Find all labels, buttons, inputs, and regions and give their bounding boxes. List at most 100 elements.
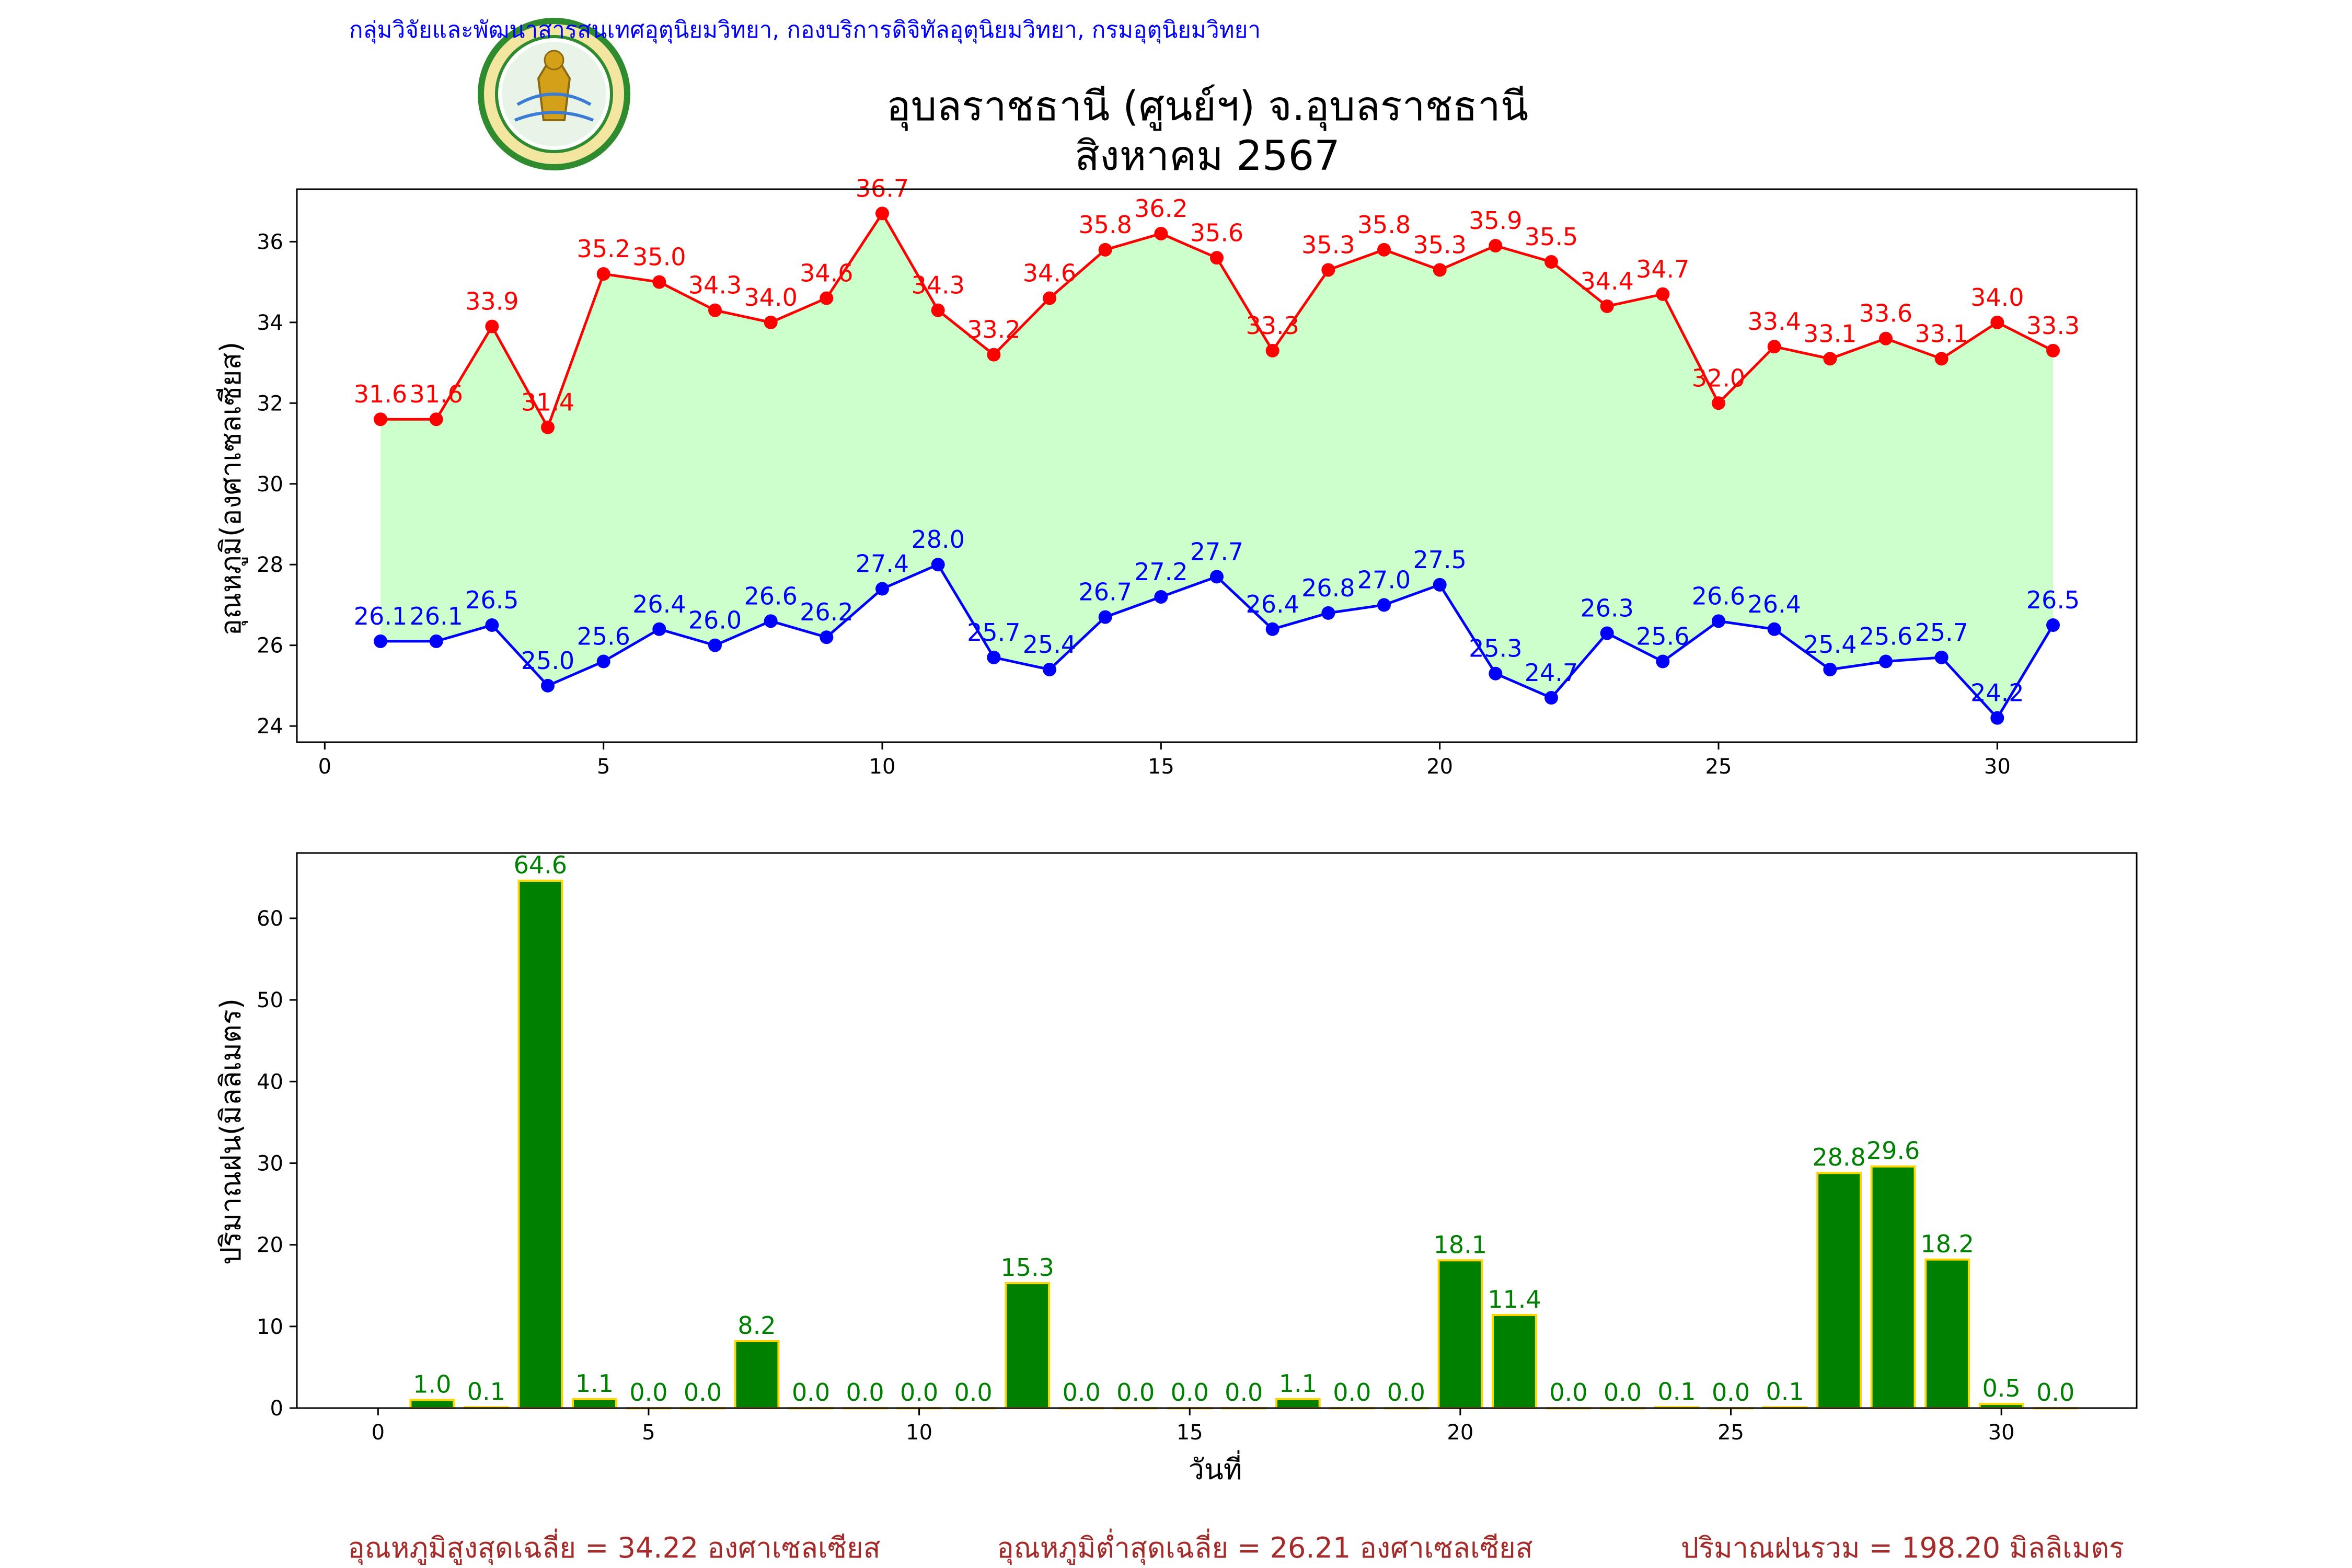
tmax-point bbox=[2046, 344, 2060, 358]
tmin-point bbox=[1266, 622, 1279, 636]
rainfall-value-label: 0.0 bbox=[1549, 1378, 1587, 1406]
rainfall-x-tick-label: 20 bbox=[1447, 1421, 1473, 1445]
tmin-value-label: 26.0 bbox=[688, 606, 742, 635]
tmax-point bbox=[764, 316, 778, 329]
rainfall-y-tick-label: 50 bbox=[257, 988, 283, 1012]
tmin-point bbox=[1656, 655, 1669, 668]
rainfall-value-label: 0.5 bbox=[1982, 1374, 2021, 1402]
tmin-value-label: 25.4 bbox=[1803, 630, 1857, 659]
rainfall-value-label: 0.0 bbox=[1387, 1378, 1425, 1406]
rainfall-bar bbox=[1493, 1315, 1536, 1408]
tmin-value-label: 25.6 bbox=[577, 622, 630, 651]
tmax-point bbox=[987, 348, 1000, 362]
tmin-value-label: 26.3 bbox=[1580, 594, 1633, 622]
tmax-value-label: 31.4 bbox=[521, 388, 574, 417]
tmax-value-label: 35.0 bbox=[632, 243, 686, 271]
tmax-value-label: 33.3 bbox=[1246, 312, 1299, 340]
tmin-point bbox=[1377, 598, 1391, 612]
temperature-y-axis-label: อุณหภูมิ(องศาเซลเซียส) bbox=[214, 342, 248, 636]
tmin-point bbox=[987, 651, 1000, 664]
tmax-value-label: 33.9 bbox=[465, 287, 518, 316]
rainfall-value-label: 1.1 bbox=[1279, 1369, 1317, 1398]
tmin-point bbox=[652, 622, 666, 636]
tmin-value-label: 26.1 bbox=[354, 602, 407, 630]
tmin-point bbox=[820, 630, 833, 644]
rainfall-x-tick-label: 15 bbox=[1177, 1421, 1203, 1445]
tmin-point bbox=[2046, 618, 2060, 632]
rainfall-value-label: 0.0 bbox=[792, 1378, 830, 1406]
tmin-value-label: 27.4 bbox=[856, 550, 909, 578]
avg-min-temperature: อุณหภูมิต่ำสุดเฉลี่ย = 26.21 องศาเซลเซีย… bbox=[997, 1528, 1532, 1565]
rainfall-value-label: 0.0 bbox=[1171, 1378, 1209, 1406]
rainfall-value-label: 1.1 bbox=[575, 1369, 614, 1398]
tmin-point bbox=[1099, 610, 1112, 624]
tmin-point bbox=[1935, 651, 1949, 664]
tmin-value-label: 24.2 bbox=[1970, 679, 2024, 707]
rainfall-value-label: 0.0 bbox=[684, 1378, 722, 1406]
rainfall-value-label: 0.0 bbox=[1225, 1378, 1263, 1406]
tmin-value-label: 26.5 bbox=[465, 586, 518, 614]
tmax-point bbox=[1043, 292, 1056, 305]
tmax-value-label: 35.5 bbox=[1525, 223, 1578, 251]
tmin-point bbox=[1043, 663, 1056, 676]
tmin-point bbox=[374, 635, 387, 648]
tmax-point bbox=[708, 304, 722, 317]
tmax-point bbox=[1990, 316, 2004, 329]
rainfall-bar bbox=[1926, 1260, 1969, 1408]
tmax-point bbox=[931, 304, 945, 317]
tmin-point bbox=[875, 582, 889, 596]
tmax-point bbox=[430, 412, 443, 426]
tmin-value-label: 26.4 bbox=[1747, 590, 1801, 618]
tmin-point bbox=[1321, 606, 1335, 620]
rainfall-value-label: 0.0 bbox=[1333, 1378, 1371, 1406]
rainfall-value-label: 15.3 bbox=[1000, 1253, 1054, 1282]
tmax-value-label: 33.4 bbox=[1747, 307, 1801, 336]
rainfall-bar bbox=[1006, 1283, 1049, 1408]
rainfall-x-tick-label: 25 bbox=[1717, 1421, 1744, 1445]
rainfall-bar bbox=[735, 1341, 779, 1408]
tmin-value-label: 25.4 bbox=[1023, 630, 1076, 659]
tmax-point bbox=[820, 292, 833, 305]
rainfall-value-label: 0.1 bbox=[467, 1377, 505, 1405]
tmin-value-label: 27.7 bbox=[1190, 537, 1243, 566]
temperature-y-tick-label: 26 bbox=[257, 634, 283, 658]
tmax-value-label: 35.9 bbox=[1469, 206, 1522, 235]
tmax-value-label: 36.2 bbox=[1134, 194, 1187, 223]
tmin-value-label: 27.0 bbox=[1357, 566, 1411, 594]
tmax-value-label: 33.1 bbox=[1803, 319, 1857, 348]
rainfall-bar bbox=[1438, 1260, 1482, 1408]
rainfall-value-label: 0.0 bbox=[1712, 1378, 1750, 1406]
temperature-x-tick-label: 0 bbox=[318, 755, 331, 779]
tmax-point bbox=[1823, 352, 1837, 365]
rainfall-bar bbox=[573, 1399, 616, 1408]
tmin-point bbox=[931, 558, 945, 571]
tmax-point bbox=[1321, 263, 1335, 276]
tmin-value-label: 25.7 bbox=[1915, 618, 1968, 647]
rainfall-value-label: 18.1 bbox=[1434, 1230, 1487, 1259]
rainfall-bar bbox=[518, 881, 562, 1408]
tmax-point bbox=[1656, 287, 1669, 301]
tmin-value-label: 25.6 bbox=[1636, 622, 1689, 651]
temperature-y-tick-label: 36 bbox=[257, 230, 283, 254]
rainfall-bar bbox=[1276, 1399, 1320, 1408]
rainfall-value-label: 0.0 bbox=[954, 1378, 993, 1406]
temperature-x-tick-label: 15 bbox=[1148, 755, 1174, 779]
tmax-value-label: 34.0 bbox=[744, 283, 797, 312]
rainfall-x-tick-label: 5 bbox=[642, 1421, 655, 1445]
temperature-panel: 31.6 31.633.931.435.2 35.034.3 34.034.636.7… bbox=[257, 174, 2137, 779]
tmin-point bbox=[541, 679, 555, 693]
temperature-x-tick-label: 5 bbox=[597, 755, 610, 779]
tmin-value-label: 26.2 bbox=[800, 598, 853, 626]
tmin-value-label: 26.4 bbox=[1246, 590, 1299, 618]
rainfall-value-label: 0.0 bbox=[629, 1378, 667, 1406]
temperature-y-tick-label: 30 bbox=[257, 472, 283, 497]
tmin-point bbox=[430, 635, 443, 648]
tmax-value-label: 34.3 bbox=[688, 271, 742, 299]
tmax-point bbox=[875, 206, 889, 220]
chart-title-station: อุบลราชธานี (ศูนย์ฯ) จ.อุบลราชธานี bbox=[886, 83, 1528, 131]
tmax-value-label: 33.6 bbox=[1859, 299, 1912, 328]
rainfall-value-label: 0.0 bbox=[1116, 1378, 1155, 1406]
tmax-value-label: 35.8 bbox=[1078, 211, 1132, 239]
tmax-value-label: 35.3 bbox=[1413, 230, 1466, 259]
